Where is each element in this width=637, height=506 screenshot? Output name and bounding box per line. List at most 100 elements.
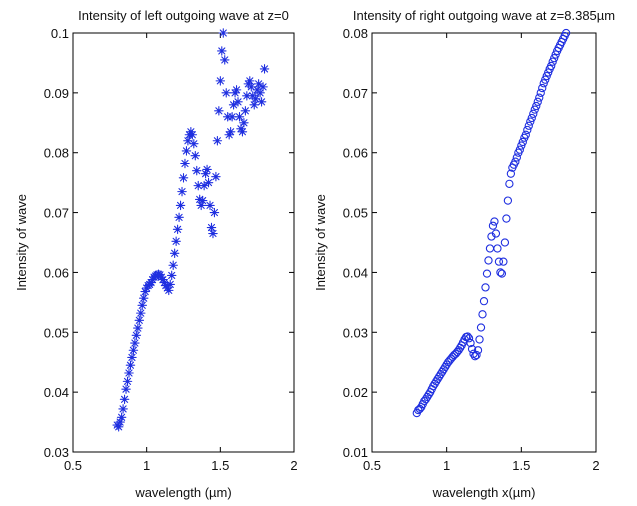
left-data-point bbox=[158, 274, 168, 285]
right-data-point bbox=[526, 117, 535, 126]
right-data-point bbox=[521, 130, 530, 139]
left-data-point bbox=[131, 330, 142, 341]
right-x-tick-label: 2 bbox=[592, 458, 599, 473]
left-data-point bbox=[193, 180, 203, 191]
right-data-point bbox=[475, 335, 484, 344]
left-y-axis-label: Intensity of wave bbox=[14, 194, 29, 291]
left-data-point bbox=[211, 171, 221, 182]
left-data-point bbox=[239, 118, 249, 128]
left-data-point bbox=[168, 260, 178, 270]
left-data-point bbox=[187, 130, 198, 140]
left-data-point bbox=[228, 100, 239, 110]
right-y-tick-label: 0.01 bbox=[343, 445, 368, 460]
left-data-point bbox=[246, 82, 257, 92]
left-data-point bbox=[255, 88, 265, 98]
left-data-point bbox=[162, 283, 173, 293]
right-data-point bbox=[442, 360, 451, 369]
left-data-point bbox=[231, 85, 242, 95]
left-data-point bbox=[121, 384, 131, 394]
right-data-point bbox=[503, 196, 513, 205]
left-data-point bbox=[217, 46, 227, 56]
left-data-point bbox=[164, 285, 174, 296]
right-x-tick-label: 1 bbox=[443, 458, 450, 473]
right-x-tick-label: 1.5 bbox=[512, 458, 530, 473]
right-data-point bbox=[500, 238, 510, 247]
left-x-tick-label: 2 bbox=[290, 458, 297, 473]
right-data-point bbox=[506, 169, 516, 178]
left-data-point bbox=[140, 286, 150, 297]
right-data-point bbox=[518, 137, 527, 147]
left-data-point bbox=[253, 79, 264, 89]
left-data-point bbox=[218, 28, 229, 38]
right-data-point bbox=[478, 310, 487, 319]
right-x-axis-label: wavelength x(µm) bbox=[432, 485, 536, 500]
right-data-point bbox=[539, 79, 548, 88]
left-data-point bbox=[119, 394, 130, 405]
left-data-point bbox=[147, 274, 158, 285]
left-data-point bbox=[113, 422, 124, 432]
left-data-point bbox=[199, 180, 209, 191]
left-data-points bbox=[112, 28, 270, 432]
right-data-point bbox=[542, 71, 551, 81]
right-data-point bbox=[493, 244, 502, 253]
right-plot-frame bbox=[371, 32, 597, 453]
right-data-point bbox=[479, 297, 489, 306]
left-axis-ticks: 0.5 1 1.5 2 0.03 0.04 0.05 0.06 0.07 0.08 0.09 0.1 bbox=[44, 26, 298, 473]
left-data-point bbox=[214, 106, 224, 116]
left-data-point bbox=[175, 200, 186, 211]
right-x-tick-label: 0.5 bbox=[363, 458, 381, 473]
right-data-point bbox=[473, 346, 483, 355]
left-data-point bbox=[240, 106, 251, 116]
right-data-point bbox=[502, 214, 511, 223]
left-data-point bbox=[183, 135, 193, 146]
left-x-tick-label: 1 bbox=[143, 458, 150, 473]
left-data-point bbox=[115, 417, 125, 427]
right-data-point bbox=[505, 179, 514, 188]
left-data-point bbox=[156, 272, 167, 282]
left-data-point bbox=[169, 248, 180, 259]
left-y-tick-label: 0.07 bbox=[44, 206, 69, 221]
left-data-point bbox=[165, 279, 175, 290]
right-data-point bbox=[481, 283, 490, 292]
right-data-point bbox=[499, 257, 508, 266]
left-data-point bbox=[127, 352, 137, 363]
left-data-point bbox=[118, 404, 128, 414]
right-data-point bbox=[529, 109, 538, 118]
right-data-point bbox=[515, 145, 524, 154]
right-data-point bbox=[544, 68, 553, 77]
left-data-point bbox=[141, 283, 152, 293]
right-data-point bbox=[460, 335, 469, 344]
left-data-point bbox=[205, 200, 215, 211]
right-data-point bbox=[464, 334, 474, 343]
right-y-tick-label: 0.07 bbox=[343, 86, 368, 101]
left-x-tick-label: 1.5 bbox=[211, 458, 229, 473]
right-y-tick-label: 0.04 bbox=[343, 265, 368, 280]
left-subplot: Intensity of left outgoing wave at z=0 w… bbox=[14, 8, 298, 500]
right-data-point bbox=[535, 93, 544, 102]
right-data-point bbox=[527, 113, 536, 123]
left-data-point bbox=[146, 277, 156, 288]
right-data-point bbox=[547, 61, 556, 71]
right-data-point bbox=[449, 350, 459, 360]
left-plot-frame bbox=[72, 32, 295, 453]
right-data-point bbox=[420, 396, 429, 406]
right-data-point bbox=[448, 352, 457, 361]
right-data-point bbox=[414, 405, 423, 415]
right-data-point bbox=[482, 269, 492, 278]
left-data-point bbox=[180, 158, 190, 169]
left-data-point bbox=[256, 97, 267, 107]
right-data-point bbox=[467, 344, 477, 354]
left-data-point bbox=[125, 360, 136, 370]
right-data-point bbox=[476, 323, 486, 332]
left-data-point bbox=[202, 164, 212, 175]
right-data-point bbox=[523, 125, 532, 135]
right-data-point bbox=[497, 269, 507, 278]
right-y-tick-label: 0.03 bbox=[343, 325, 368, 340]
left-y-tick-label: 0.05 bbox=[44, 325, 69, 340]
left-data-point bbox=[178, 173, 189, 183]
left-data-point bbox=[192, 165, 202, 176]
left-data-point bbox=[155, 270, 165, 280]
left-data-point bbox=[259, 64, 270, 74]
left-data-point bbox=[237, 127, 248, 137]
left-y-tick-label: 0.09 bbox=[44, 86, 69, 101]
